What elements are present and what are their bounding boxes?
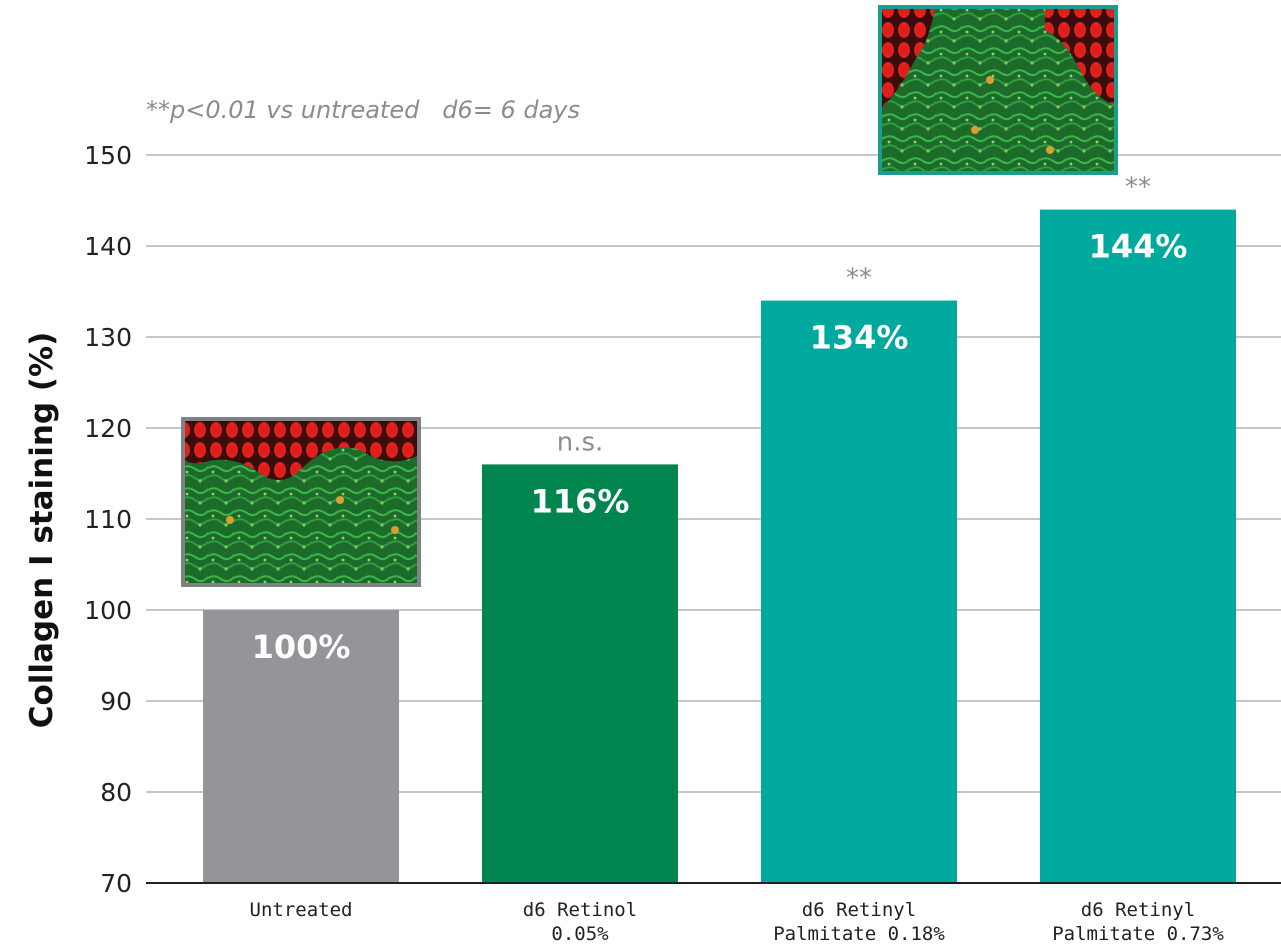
significance-label: **: [846, 264, 872, 294]
y-tick-label: 150: [84, 141, 132, 170]
category-label-line: d6 Retinyl: [801, 899, 917, 921]
y-tick-label: 120: [84, 414, 132, 443]
significance-note: **p<0.01 vs untreated d6= 6 days: [146, 96, 581, 124]
y-tick-label: 140: [84, 232, 132, 261]
bar: [761, 300, 957, 884]
category-label: d6 Retinyl Palmitate 0.73%: [1018, 898, 1258, 946]
category-label: d6 Retinyl Palmitate 0.18%: [739, 898, 979, 946]
bar-value-label: 144%: [1089, 228, 1188, 266]
bar-value-label: 134%: [810, 319, 909, 357]
category-label-line: d6 Retinol: [522, 899, 638, 921]
y-tick-labels: 70 80 90 100 110 120 130 140 150: [84, 141, 132, 898]
category-label-line: 0.05%: [551, 923, 609, 945]
y-tick-label: 70: [100, 869, 132, 898]
y-tick-label: 90: [100, 687, 132, 716]
micrograph-treated: [878, 5, 1118, 175]
bars: [203, 209, 1236, 884]
y-tick-label: 110: [84, 505, 132, 534]
bar: [482, 464, 678, 883]
bar-value-label: 100%: [252, 628, 351, 666]
category-label: d6 Retinol 0.05%: [460, 898, 700, 946]
category-label-line: d6 Retinyl: [1080, 899, 1196, 921]
bar: [203, 610, 399, 883]
micrograph-untreated: [181, 417, 421, 587]
y-tick-label: 80: [100, 778, 132, 807]
category-label: Untreated: [181, 898, 421, 922]
y-tick-label: 130: [84, 323, 132, 352]
category-label-line: Palmitate 0.73%: [1052, 923, 1224, 945]
significance-label: **: [1125, 173, 1151, 203]
significance-label: n.s.: [557, 427, 604, 457]
category-label-line: Untreated: [249, 899, 353, 921]
category-label-line: Palmitate 0.18%: [773, 923, 945, 945]
bar-value-label: 116%: [531, 482, 630, 520]
bar: [1040, 209, 1236, 884]
data-labels: 100% 116% n.s. 134% ** 144% **: [252, 173, 1188, 666]
y-axis-label: Collagen I staining (%): [24, 331, 60, 729]
y-tick-label: 100: [84, 596, 132, 625]
